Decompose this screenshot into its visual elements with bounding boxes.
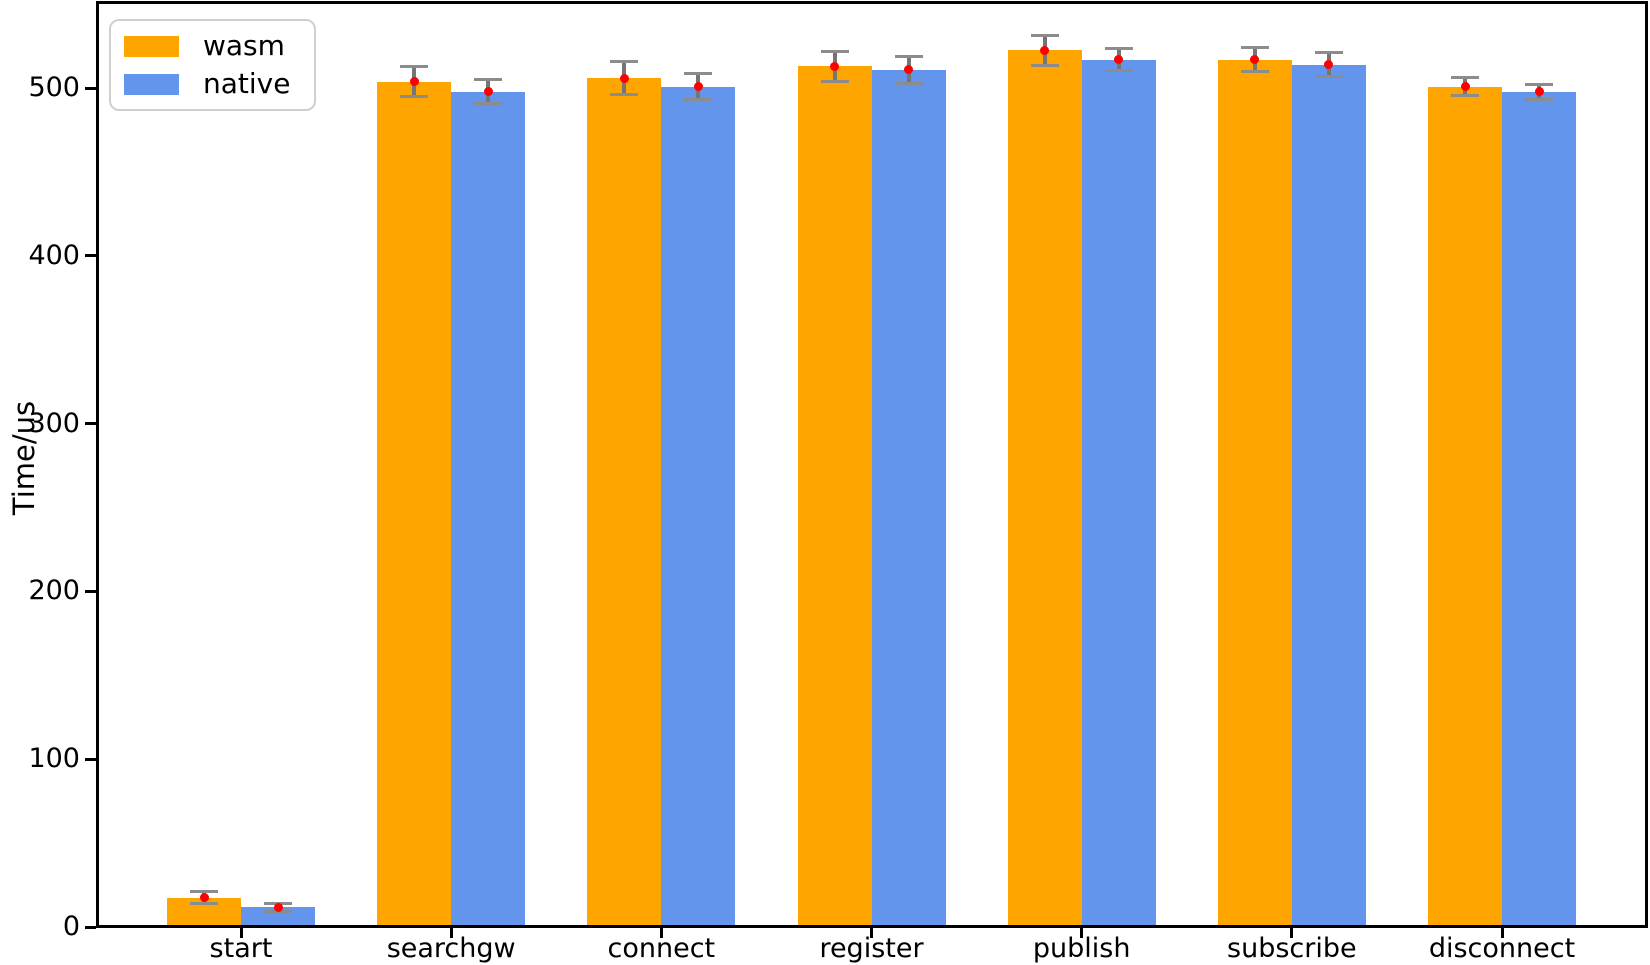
x-tick-mark (1080, 928, 1084, 938)
legend-swatch-wasm (124, 35, 179, 57)
mean-marker-dot-wasm-subscribe (1250, 55, 1260, 65)
bar-native-searchgw (451, 91, 526, 927)
y-tick-label: 300 (28, 407, 80, 439)
mean-marker-dot-native-searchgw (483, 87, 493, 97)
x-tick-mark (659, 928, 663, 938)
plot-spine-bottom (96, 925, 1648, 928)
error-bar-cap-bottom-wasm-connect (610, 93, 639, 97)
y-tick-label: 400 (28, 239, 80, 271)
plot-spine-top (96, 1, 1648, 4)
error-bar-cap-top-native-searchgw (474, 78, 503, 82)
error-bar-cap-bottom-native-publish (1104, 69, 1133, 73)
error-bar-cap-top-wasm-register (820, 49, 849, 53)
y-tick-label: 0 (62, 911, 80, 942)
x-tick-mark (870, 928, 873, 938)
bar-wasm-publish (1007, 50, 1082, 927)
y-tick-label: 200 (28, 575, 80, 607)
error-bar-cap-top-wasm-connect (610, 59, 639, 63)
x-tick-label: start (209, 933, 273, 964)
x-tick-label: register (819, 933, 924, 964)
error-bar-cap-top-wasm-searchgw (400, 64, 429, 68)
bar-native-subscribe (1291, 64, 1366, 927)
y-tick-mark (85, 422, 96, 426)
y-tick-mark (85, 589, 96, 593)
error-bar-cap-bottom-native-subscribe (1314, 74, 1343, 78)
legend-item-native: native (124, 68, 290, 100)
mean-marker-dot-wasm-connect (619, 73, 629, 83)
error-bar-cap-top-wasm-disconnect (1451, 75, 1479, 79)
x-tick-mark (1500, 928, 1504, 938)
mean-marker-dot-native-publish (1114, 55, 1124, 65)
error-bar-cap-bottom-wasm-publish (1030, 64, 1059, 68)
legend-label-wasm: wasm (203, 29, 285, 62)
error-bar-cap-top-native-register (894, 54, 923, 58)
x-tick-label: subscribe (1227, 933, 1357, 964)
error-bar-cap-bottom-wasm-disconnect (1451, 94, 1479, 98)
y-tick-label: 500 (28, 72, 80, 104)
error-bar-cap-top-wasm-publish (1030, 33, 1059, 37)
bar-native-disconnect (1502, 91, 1576, 927)
bar-native-start (241, 907, 315, 927)
error-bar-cap-bottom-native-disconnect (1525, 97, 1553, 101)
y-tick-label: 100 (28, 743, 80, 775)
x-tick-label: disconnect (1428, 933, 1576, 964)
error-bar-cap-top-native-connect (684, 72, 713, 76)
mean-marker-dot-native-disconnect (1534, 87, 1544, 97)
error-bar-cap-bottom-wasm-searchgw (400, 95, 429, 99)
error-bar-cap-bottom-native-searchgw (474, 101, 503, 105)
error-bar-cap-bottom-wasm-start (190, 902, 218, 905)
mean-marker-dot-wasm-publish (1040, 45, 1050, 55)
mean-marker-dot-native-start (273, 902, 283, 912)
mean-marker-dot-wasm-searchgw (409, 77, 419, 86)
y-tick-mark (85, 925, 96, 929)
error-bar-cap-bottom-native-register (894, 81, 923, 85)
mean-marker-dot-wasm-start (199, 893, 209, 903)
y-tick-mark (85, 86, 96, 90)
legend-label-native: native (203, 67, 291, 100)
bar-native-connect (661, 86, 736, 927)
bar-native-publish (1081, 59, 1156, 927)
x-tick-mark (449, 928, 453, 938)
error-bar-cap-top-wasm-subscribe (1240, 46, 1269, 50)
legend-item-wasm: wasm (124, 30, 290, 62)
plot-spine-left (96, 1, 99, 928)
bar-wasm-connect (587, 78, 662, 927)
bar-wasm-register (797, 66, 872, 927)
error-bar-cap-top-native-subscribe (1314, 51, 1343, 55)
plot-spine-right (1645, 1, 1648, 928)
mean-marker-dot-wasm-disconnect (1460, 82, 1470, 92)
mean-marker-dot-native-register (904, 65, 913, 75)
x-tick-mark (239, 928, 243, 938)
y-tick-mark (85, 757, 96, 761)
mean-marker-dot-native-connect (693, 82, 703, 92)
mean-marker-dot-native-subscribe (1324, 60, 1334, 70)
mean-marker-dot-wasm-register (830, 61, 839, 71)
x-tick-label: connect (607, 933, 716, 964)
y-tick-mark (85, 254, 96, 258)
error-bar-cap-top-wasm-start (190, 890, 218, 894)
error-bar-cap-bottom-native-connect (684, 97, 713, 101)
bar-wasm-searchgw (377, 81, 452, 927)
legend-swatch-native (124, 73, 179, 95)
x-tick-label: publish (1032, 933, 1131, 964)
x-tick-mark (1290, 928, 1294, 938)
bar-wasm-disconnect (1428, 86, 1502, 927)
bar-wasm-subscribe (1217, 59, 1292, 927)
error-bar-cap-bottom-wasm-register (820, 80, 849, 83)
error-bar-cap-top-native-disconnect (1525, 82, 1553, 86)
bar-native-register (871, 69, 946, 927)
error-bar-cap-bottom-wasm-subscribe (1240, 69, 1269, 73)
legend: wasm native (109, 19, 317, 111)
error-bar-cap-top-native-publish (1104, 47, 1133, 51)
x-tick-label: searchgw (386, 933, 516, 964)
